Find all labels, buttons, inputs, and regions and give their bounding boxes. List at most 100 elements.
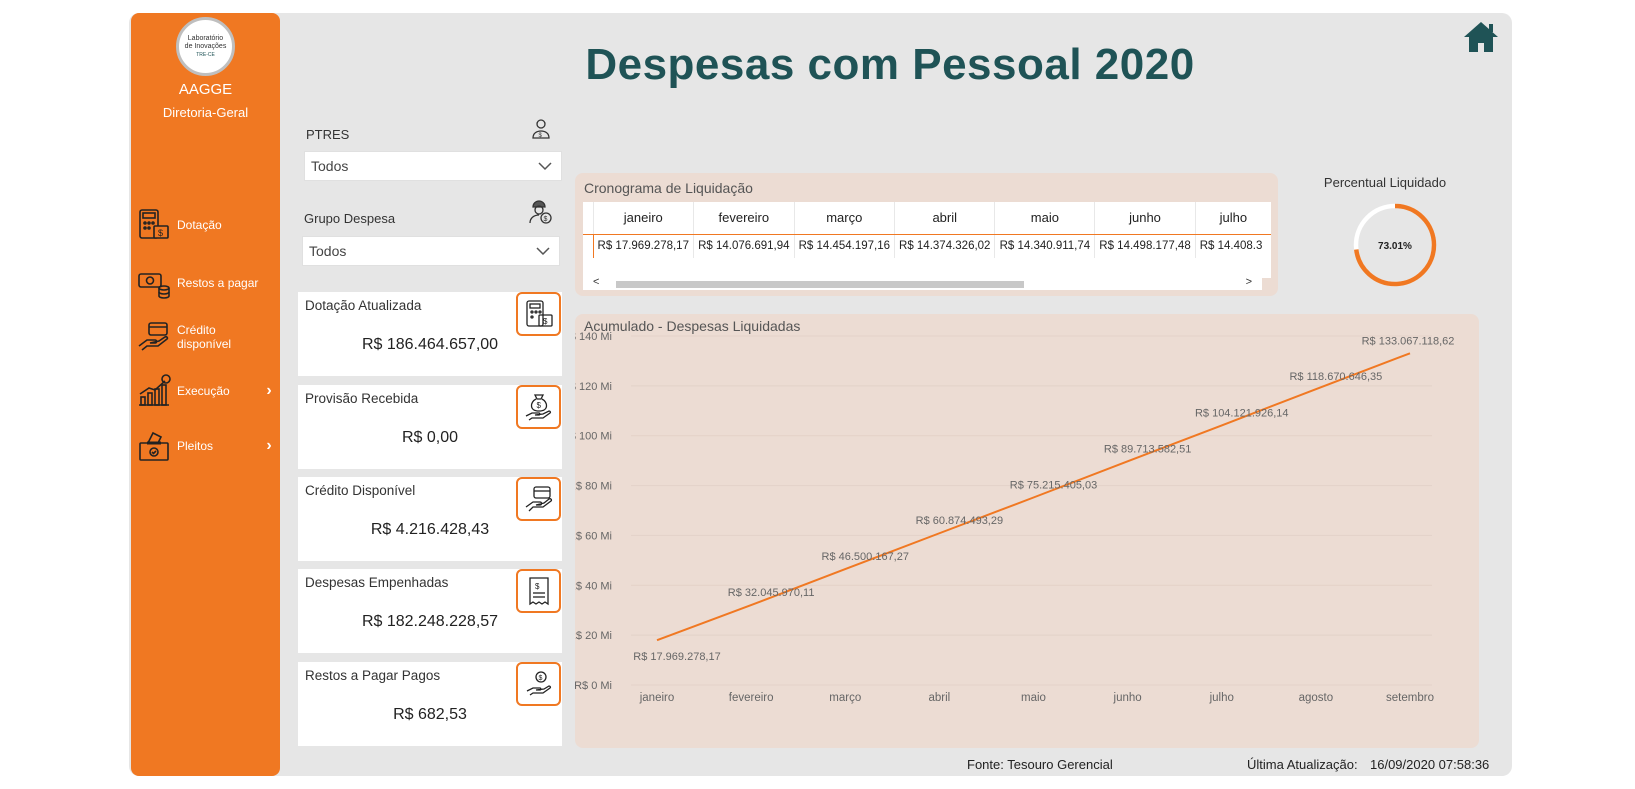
acumulado-chart: Acumulado - Despesas Liquidadas R$ 0 Mi R… [575,318,1454,704]
logo: Laboratório de Inovações TRE-CE [176,17,235,76]
updated-label: Última Atualização: [1247,757,1358,772]
cronograma-title: Cronograma de Liquidação [584,180,753,196]
horizontal-scrollbar[interactable]: < > [583,276,1262,290]
kpi-card-dotacao-atualizada: Dotação Atualizada R$ 186.464.657,00 $ [298,292,562,376]
kpi-title: Despesas Empenhadas [305,575,449,590]
chart-grid [631,335,1432,686]
x-tick-label: setembro [1386,692,1434,704]
worker-money-icon: $ [528,200,552,224]
table-cell: R$ 14.454.197,16 [793,234,895,258]
kpi-card-credito-disponivel: Crédito Disponível R$ 4.216.428,43 [298,477,562,561]
chart-title: Acumulado - Despesas Liquidadas [584,318,800,334]
table-cell: R$ 14.340.911,74 [994,234,1095,258]
hand-card-icon [135,318,173,356]
chevron-down-icon [538,162,552,171]
coins-icon [135,264,173,302]
y-tick-label: R$ 140 Mi [575,331,612,343]
column-header: março [793,202,895,235]
column-header: fevereiro [693,202,795,235]
home-icon[interactable] [1462,20,1500,56]
ptres-dropdown-value: Todos [311,158,349,174]
receipt-icon: $ [516,569,561,613]
kpi-card-restos-a-pagar-pagos: Restos a Pagar Pagos R$ 682,53 $ [298,662,562,746]
calculator-money-icon: $ [516,292,561,336]
kpi-value: R$ 182.248.228,57 [361,613,499,630]
scrollbar-thumb[interactable] [616,281,1024,288]
sidebar-item-credito-disponivel[interactable]: Crédito disponível [135,317,276,357]
x-tick-label: junho [1113,692,1142,704]
cronograma-matrix[interactable]: janeiro fevereiro março abril maio junho… [583,202,1271,278]
source-text: Fonte: Tesouro Gerencial [967,757,1113,772]
table-header-row: janeiro fevereiro março abril maio junho… [583,202,1271,235]
grupo-despesa-dropdown[interactable]: Todos [302,236,560,266]
data-label: R$ 75.215.405,03 [1010,479,1097,491]
svg-text:$: $ [539,133,543,139]
svg-text:$: $ [544,216,548,223]
scroll-left-icon[interactable]: < [593,276,600,288]
y-tick-label: R$ 60 Mi [575,530,612,542]
y-axis: R$ 0 Mi R$ 20 Mi R$ 40 Mi R$ 60 Mi R$ 80 Mi R… [575,331,612,692]
person-money-icon: $ [530,118,552,140]
svg-text:$: $ [536,401,541,410]
column-header: janeiro [592,202,694,235]
sidebar-item-execucao[interactable]: Execução › [135,371,276,411]
growth-chart-icon [135,372,173,410]
table-row: R$ 17.969.278,17 R$ 14.076.691,94 R$ 14.… [583,234,1271,258]
data-label: R$ 104.121.926,14 [1195,407,1289,419]
org-subtitle: Diretoria-Geral [162,105,249,120]
updated-value: 16/09/2020 07:58:36 [1370,757,1490,772]
gauge-title: Percentual Liquidado [1323,175,1447,190]
scroll-right-icon[interactable]: > [1245,276,1252,288]
table-cell: R$ 14.408.3 [1194,234,1271,258]
data-label: R$ 133.067.118,62 [1362,335,1455,347]
data-label: R$ 32.045.970,11 [728,587,815,599]
sidebar-item-label: Pleitos [177,439,214,453]
calculator-money-icon: $ [135,206,173,244]
kpi-value: R$ 186.464.657,00 [361,336,499,353]
x-tick-label: março [829,692,861,704]
y-tick-label: R$ 0 Mi [575,680,612,692]
svg-text:$: $ [158,228,163,238]
gauge-arc [1353,203,1437,287]
x-tick-label: abril [929,692,951,704]
logo-text-1: Laboratório [187,34,224,42]
svg-text:$: $ [535,582,540,591]
table-cell: R$ 14.374.326,02 [894,234,995,258]
x-tick-label: maio [1021,692,1046,704]
series-line [656,352,1411,642]
x-tick-label: julho [1209,692,1234,704]
sidebar-item-pleitos[interactable]: Pleitos › [135,426,276,466]
money-bag-hand-icon: $ [516,385,561,429]
sidebar: Laboratório de Inovações TRE-CE AAGGE Di… [131,13,280,776]
column-header: abril [894,202,995,235]
percent-gauge: 73.01% [1353,203,1437,287]
org-name: AAGGE [178,81,233,98]
chevron-right-icon: › [266,437,272,454]
kpi-value: R$ 682,53 [393,706,467,723]
sidebar-item-dotacao[interactable]: $ Dotação [135,205,276,245]
y-tick-label: R$ 20 Mi [575,630,612,642]
grupo-despesa-label: Grupo Despesa [304,211,396,226]
data-labels: R$ 17.969.278,17 R$ 32.045.970,11 R$ 46.50… [633,335,1454,663]
data-label: R$ 89.713.582,51 [1104,443,1191,455]
x-tick-label: agosto [1299,692,1334,704]
sidebar-item-label: Execução [177,384,230,398]
sidebar-item-label: Crédito disponível [177,323,232,351]
grupo-despesa-dropdown-value: Todos [309,243,347,259]
x-axis: janeiro fevereiro março abril maio junho julho… [639,692,1434,704]
data-label: R$ 46.500.167,27 [822,551,909,563]
kpi-card-provisao-recebida: Provisão Recebida R$ 0,00 $ [298,385,562,469]
kpi-title: Crédito Disponível [305,483,416,498]
table-cell: R$ 17.969.278,17 [592,234,694,258]
kpi-title: Dotação Atualizada [305,298,422,313]
sidebar-item-restos-a-pagar[interactable]: Restos a pagar [135,263,276,303]
logo-text-3: TRE-CE [196,51,215,58]
column-header: junho [1094,202,1196,235]
chevron-down-icon [536,247,550,256]
data-label: R$ 60.874.493,29 [916,515,1003,527]
x-tick-label: fevereiro [729,692,774,704]
ptres-dropdown[interactable]: Todos [304,151,562,181]
kpi-card-despesas-empenhadas: Despesas Empenhadas R$ 182.248.228,57 $ [298,569,562,653]
y-tick-label: R$ 100 Mi [575,431,612,443]
